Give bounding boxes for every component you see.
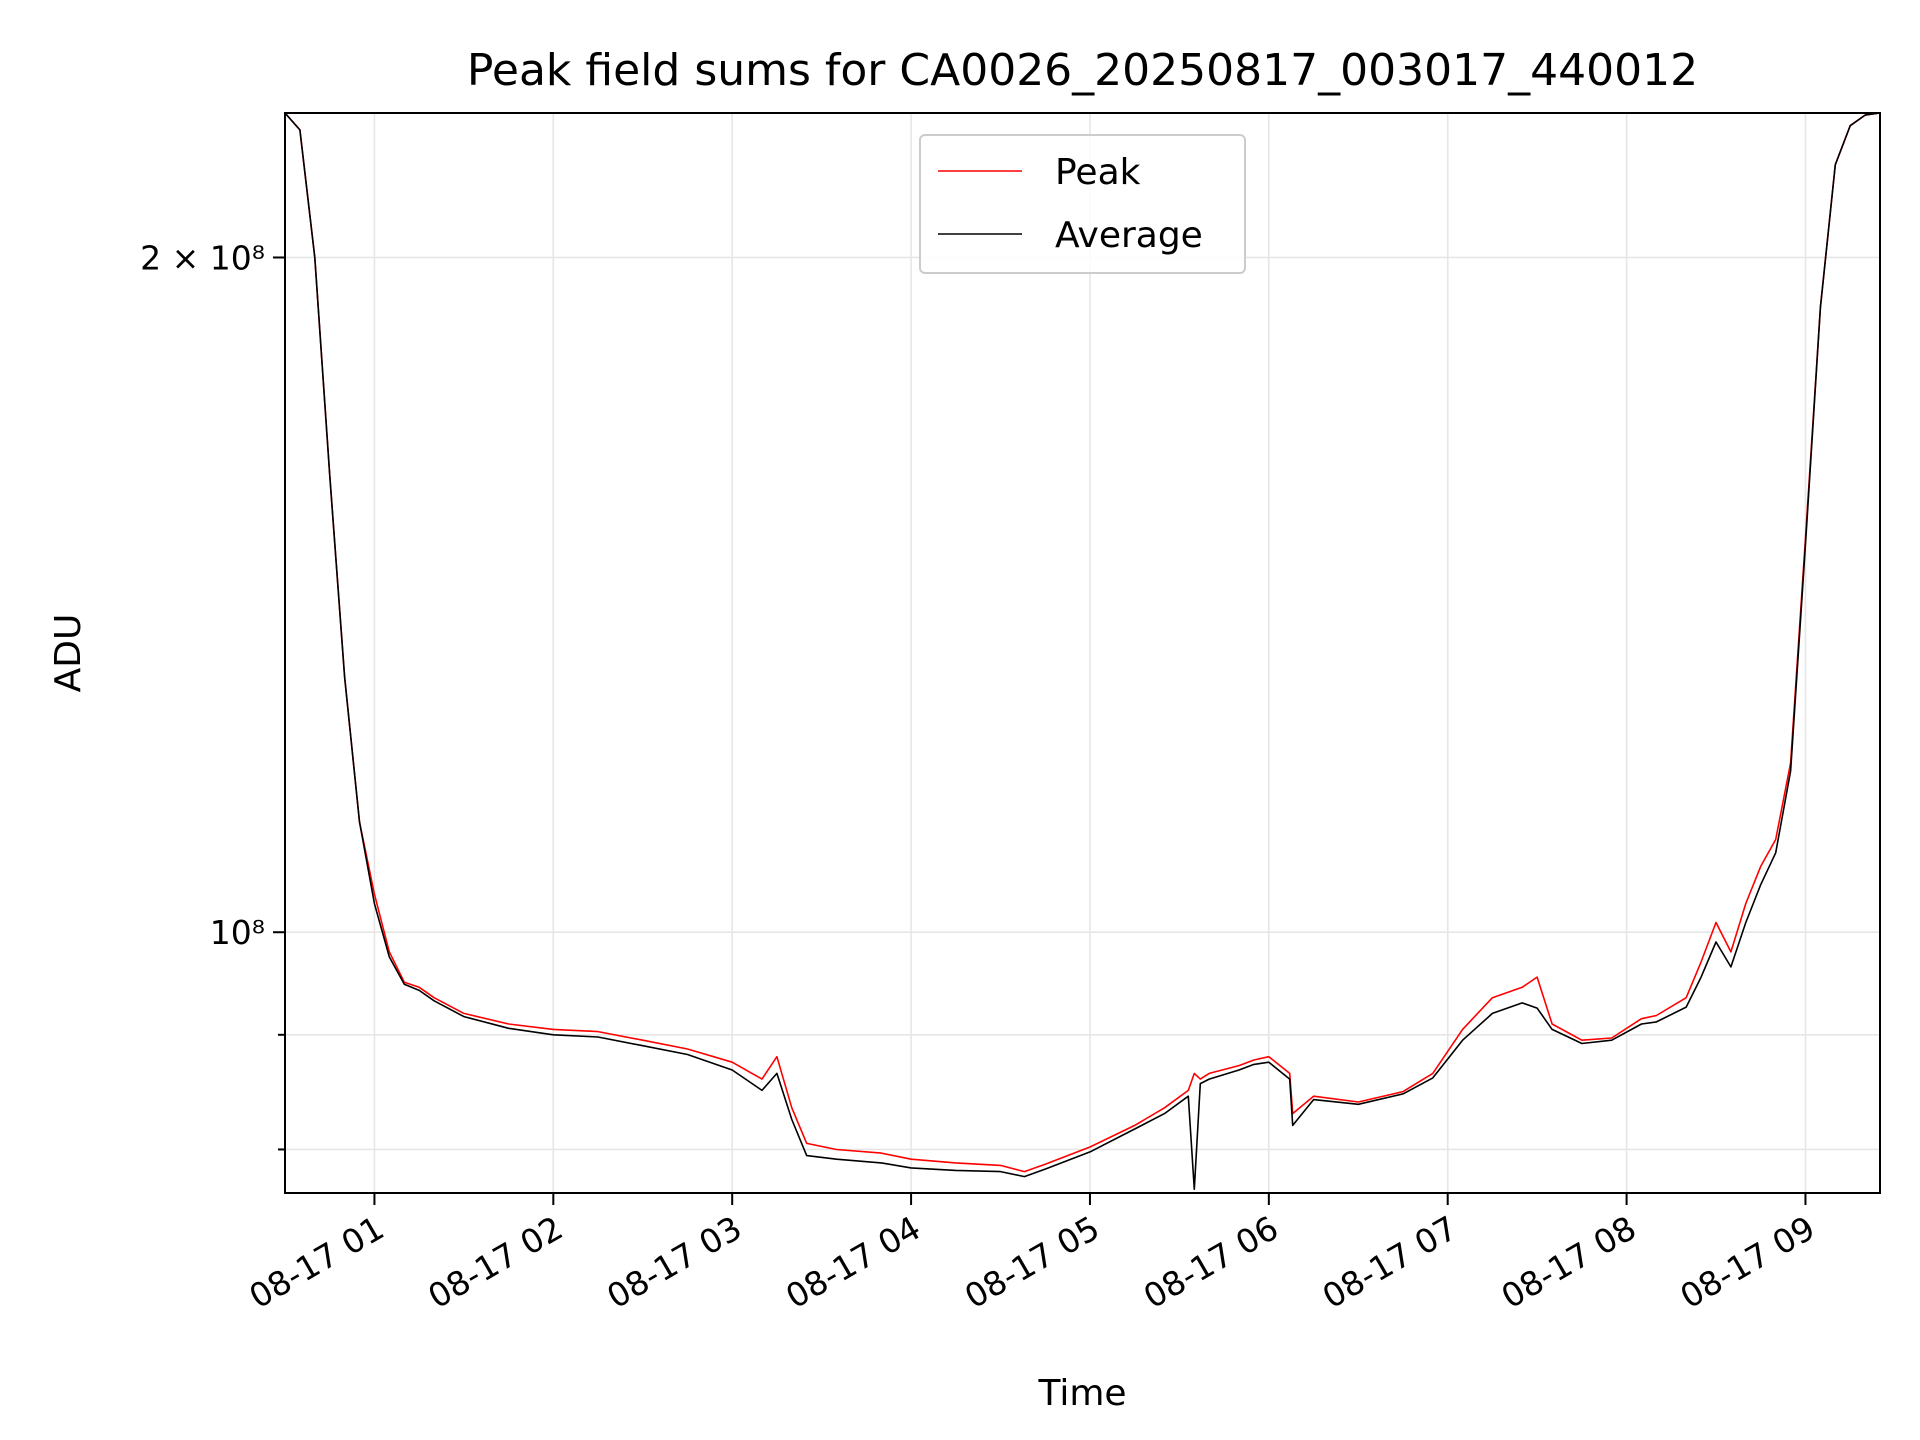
y-axis-label: ADU xyxy=(48,614,89,693)
legend: Peak Average xyxy=(919,134,1246,274)
y-tick-label: 2 × 10⁸ xyxy=(140,238,265,277)
chart-title: Peak field sums for CA0026_20250817_0030… xyxy=(467,45,1698,96)
series-line-peak xyxy=(285,113,1880,1173)
y-tick-label: 10⁸ xyxy=(210,913,265,952)
series-line-average xyxy=(285,113,1880,1190)
series-layer xyxy=(285,113,1880,1190)
x-axis-label: Time xyxy=(1037,1373,1126,1414)
legend-box xyxy=(919,134,1246,274)
legend-label-peak: Peak xyxy=(1055,152,1141,193)
legend-label-average: Average xyxy=(1055,215,1203,256)
plot-frame xyxy=(284,112,1881,1194)
